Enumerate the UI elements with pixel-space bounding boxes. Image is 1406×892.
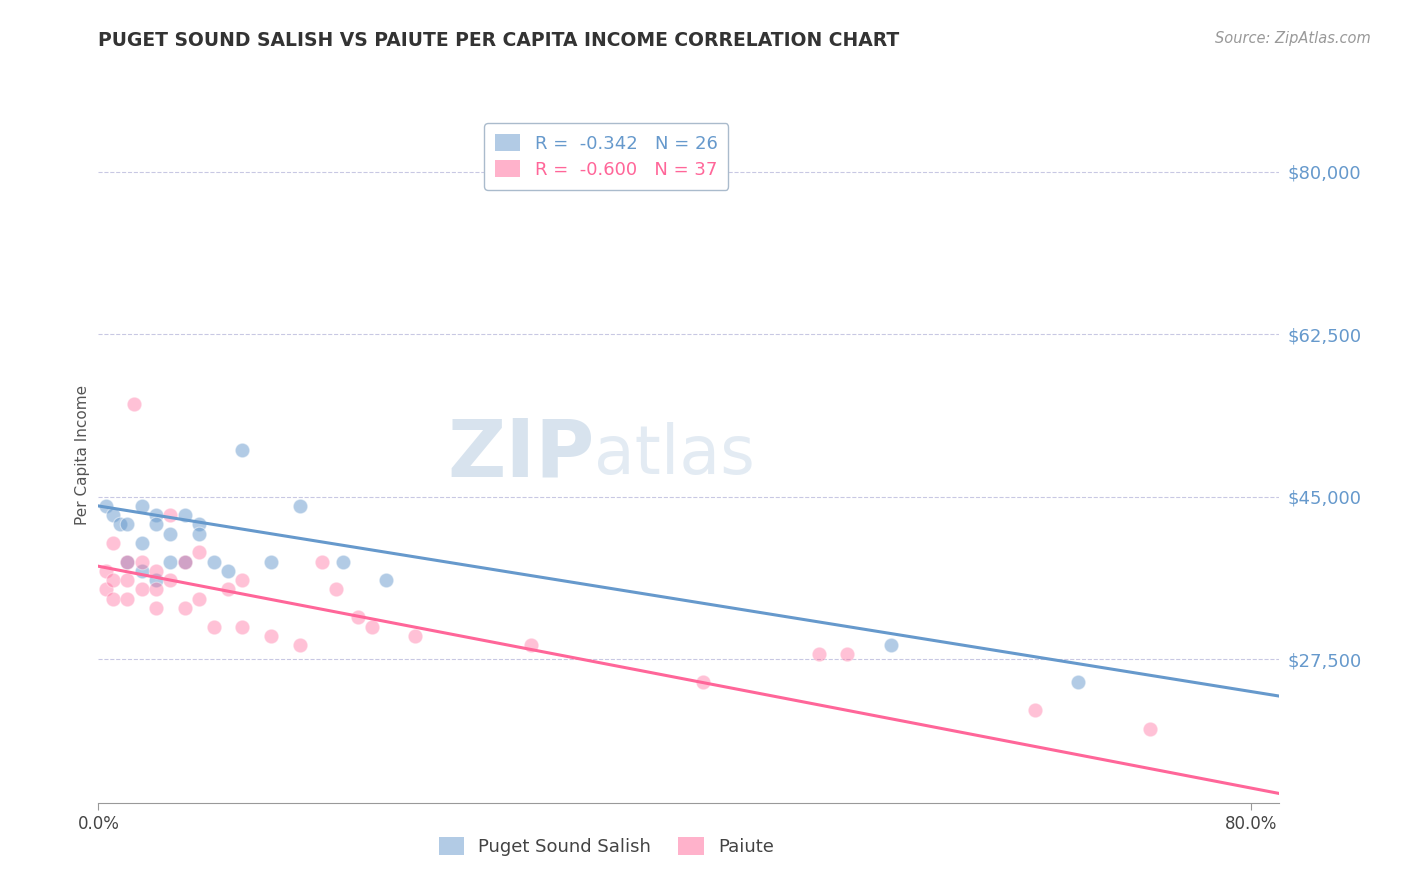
Point [404,629,426,643]
Point [188,545,211,559]
Point [131,499,153,513]
Point [231,573,253,587]
Point [145,564,167,578]
Point [145,508,167,523]
Point [173,601,195,615]
Point [115,591,138,606]
Point [94,582,117,597]
Point [159,573,181,587]
Point [217,582,239,597]
Point [346,610,368,624]
Point [101,508,124,523]
Point [124,397,146,411]
Point [159,526,181,541]
Point [1024,703,1046,717]
Point [101,573,124,587]
Point [145,517,167,532]
Point [115,555,138,569]
Point [188,591,211,606]
Point [173,508,195,523]
Point [288,499,311,513]
Point [131,564,153,578]
Point [332,555,354,569]
Point [692,675,714,690]
Point [131,536,153,550]
Point [217,564,239,578]
Point [325,582,347,597]
Point [159,555,181,569]
Point [145,582,167,597]
Text: ZIP: ZIP [447,416,595,494]
Point [375,573,398,587]
Point [94,564,117,578]
Point [94,499,117,513]
Point [202,619,225,633]
Point [101,536,124,550]
Point [837,648,859,662]
Text: PUGET SOUND SALISH VS PAIUTE PER CAPITA INCOME CORRELATION CHART: PUGET SOUND SALISH VS PAIUTE PER CAPITA … [98,31,900,50]
Point [173,555,195,569]
Point [879,638,901,652]
Point [108,517,131,532]
Point [173,555,195,569]
Point [807,648,830,662]
Text: atlas: atlas [595,422,755,488]
Point [1139,722,1161,736]
Point [188,517,211,532]
Point [231,443,253,458]
Point [311,555,333,569]
Point [1067,675,1090,690]
Text: Source: ZipAtlas.com: Source: ZipAtlas.com [1215,31,1371,46]
Point [202,555,225,569]
Point [115,517,138,532]
Point [145,601,167,615]
Point [145,573,167,587]
Point [361,619,384,633]
Point [159,508,181,523]
Point [188,526,211,541]
Point [260,629,283,643]
Point [115,555,138,569]
Point [260,555,283,569]
Legend: Puget Sound Salish, Paiute: Puget Sound Salish, Paiute [432,830,782,863]
Y-axis label: Per Capita Income: Per Capita Income [75,384,90,525]
Point [519,638,541,652]
Point [231,619,253,633]
Point [288,638,311,652]
Point [101,591,124,606]
Point [131,582,153,597]
Point [115,573,138,587]
Point [131,555,153,569]
